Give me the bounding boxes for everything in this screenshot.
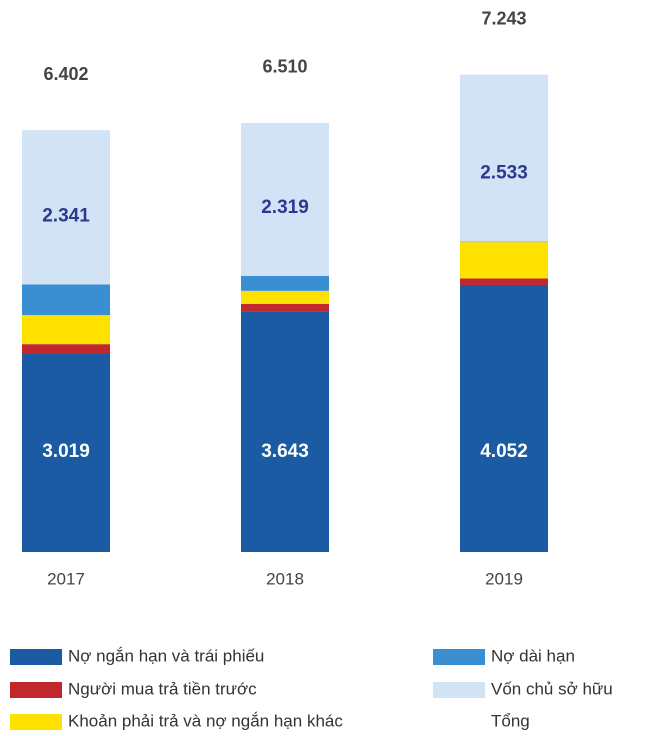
legend-swatch bbox=[433, 649, 485, 665]
bar-segment bbox=[22, 315, 110, 345]
x-tick-label: 2018 bbox=[266, 569, 304, 588]
total-label: 6.510 bbox=[262, 57, 307, 77]
value-label: 4.052 bbox=[480, 441, 528, 462]
total-label: 6.402 bbox=[43, 64, 88, 84]
bar-segment bbox=[460, 242, 548, 279]
bar-segment bbox=[460, 241, 548, 243]
total-label: 7.243 bbox=[481, 8, 526, 28]
legend-label: Vốn chủ sở hữu bbox=[491, 679, 613, 698]
value-label: 2.341 bbox=[42, 205, 90, 226]
legend-label: Nợ dài hạn bbox=[491, 646, 575, 665]
bar-segment bbox=[22, 284, 110, 316]
bar-segment bbox=[241, 290, 329, 305]
bar-segment bbox=[22, 353, 110, 552]
legend-swatch bbox=[10, 714, 62, 730]
value-label: 2.319 bbox=[261, 197, 309, 218]
legend-swatch bbox=[10, 682, 62, 698]
bar-segment bbox=[22, 344, 110, 354]
legend-label: Tổng bbox=[491, 711, 530, 730]
legend-label: Nợ ngắn hạn và trái phiếu bbox=[68, 646, 264, 665]
value-label: 3.643 bbox=[261, 441, 309, 462]
value-label: 2.533 bbox=[480, 163, 528, 184]
bar-segment bbox=[241, 311, 329, 552]
legend-swatch bbox=[433, 682, 485, 698]
value-label: 3.019 bbox=[42, 441, 90, 462]
x-tick-label: 2019 bbox=[485, 569, 523, 588]
bar-segment bbox=[241, 304, 329, 312]
x-tick-label: 2017 bbox=[47, 569, 85, 588]
bar-segment bbox=[460, 74, 548, 242]
legend-label: Người mua trả tiền trước bbox=[68, 679, 257, 698]
bar-segment bbox=[460, 284, 548, 552]
legend-label: Khoản phải trả và nợ ngắn hạn khác bbox=[68, 711, 343, 730]
bar-segment bbox=[241, 122, 329, 276]
bar-segment bbox=[241, 275, 329, 291]
bar-segment bbox=[460, 278, 548, 285]
bar-segment bbox=[22, 130, 110, 285]
legend-swatch bbox=[10, 649, 62, 665]
